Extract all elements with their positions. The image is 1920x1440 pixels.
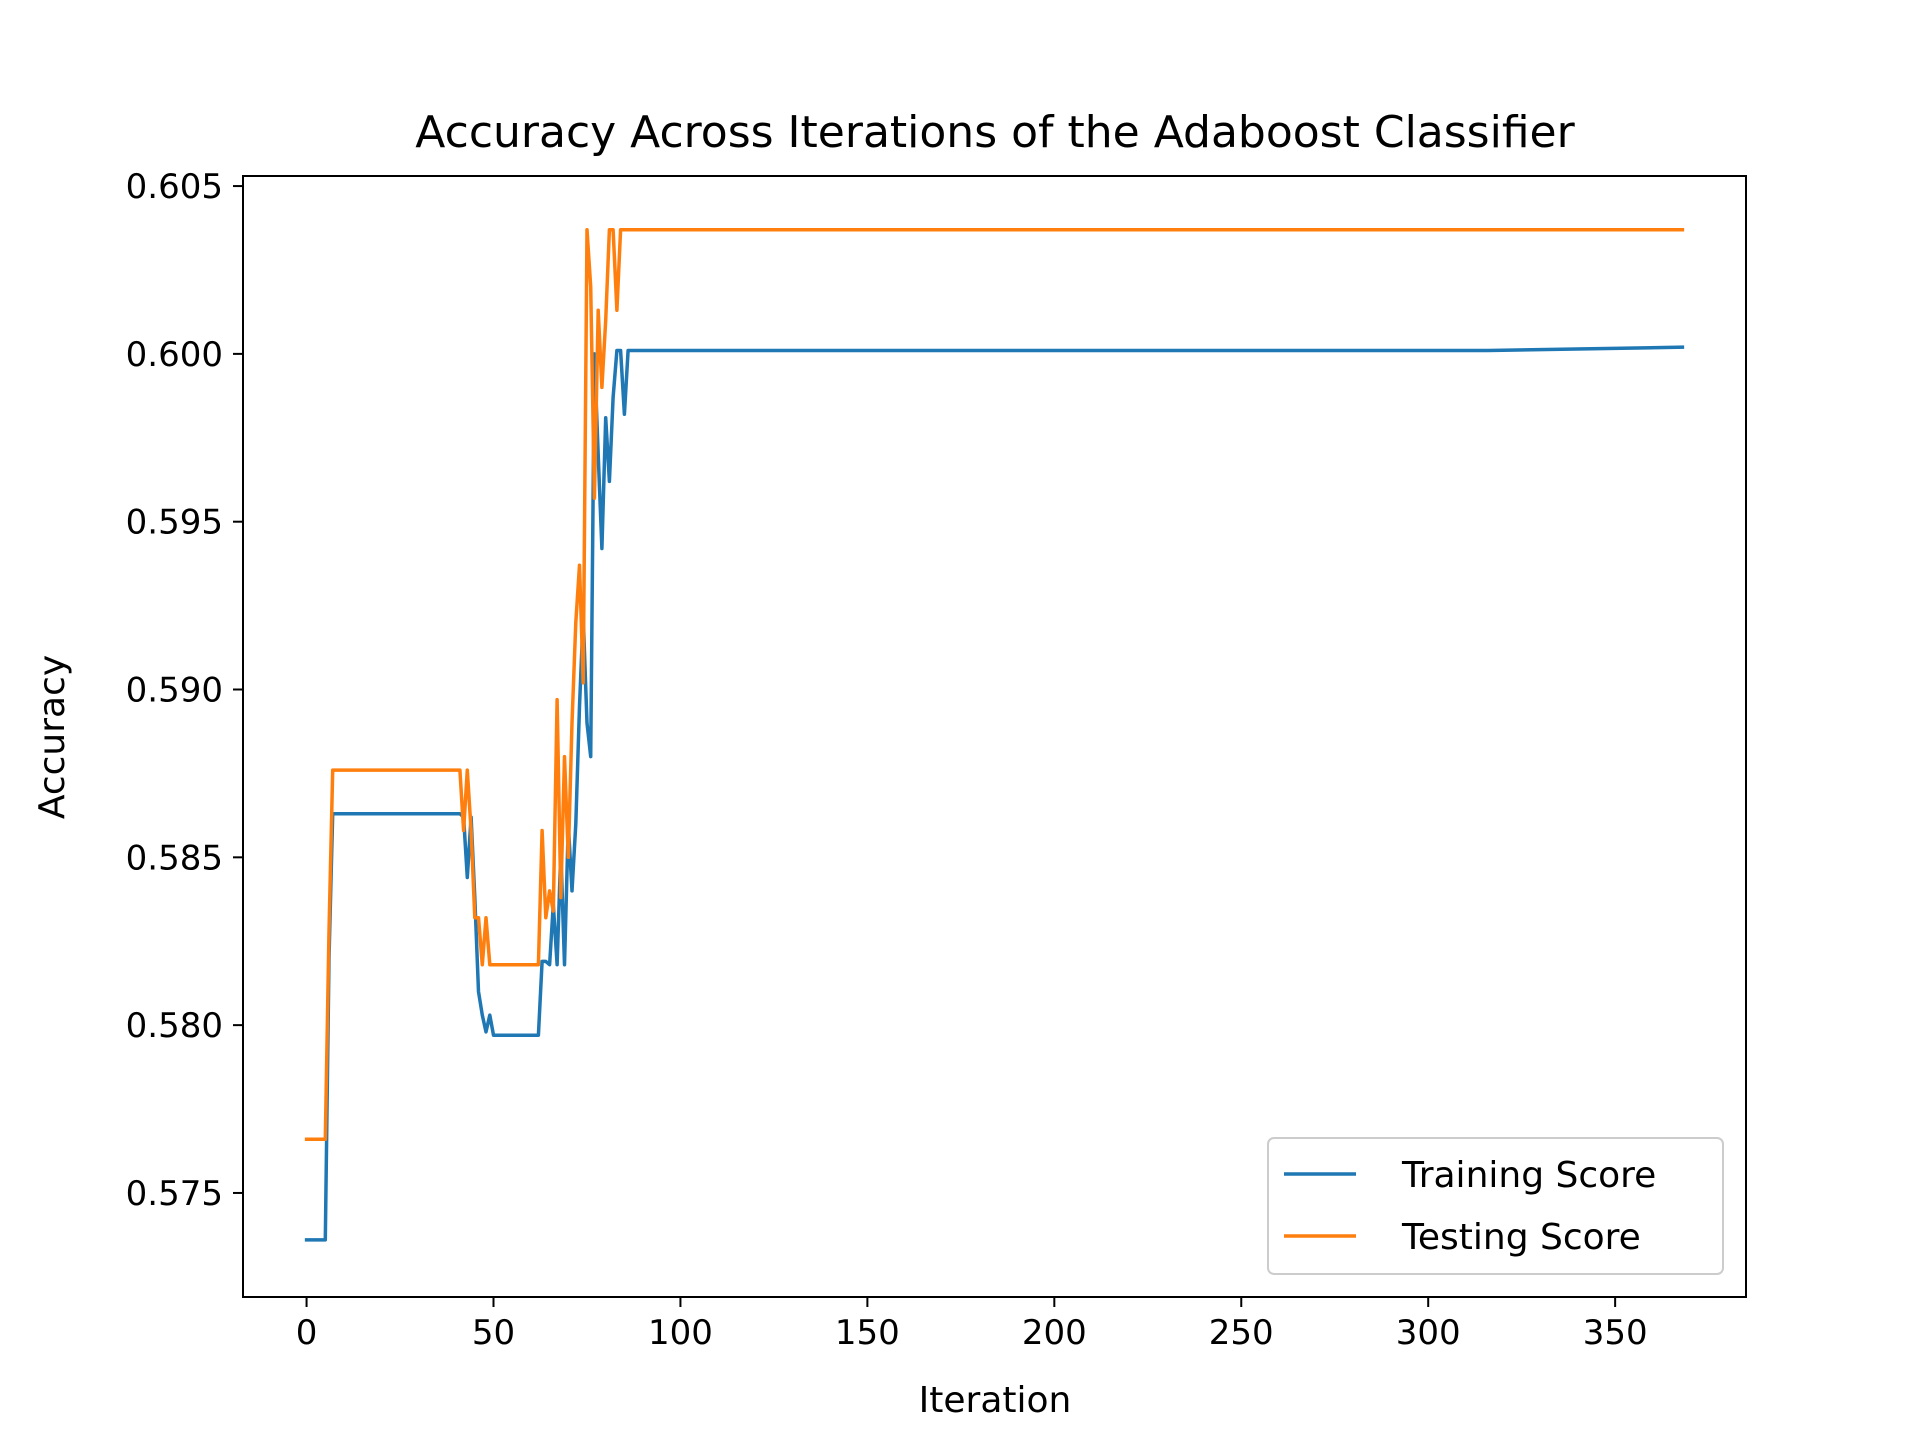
y-tick-label: 0.590 [126,671,223,711]
series-lines [304,227,1685,1242]
y-tick-label: 0.580 [126,1006,223,1046]
plot-area-frame [242,175,1747,1298]
x-tick-label: 0 [296,1313,318,1353]
series-line-testing-score [304,227,1685,1142]
y-tick-label: 0.600 [126,335,223,375]
y-axis-label: Accuracy [32,655,73,819]
chart-title: Accuracy Across Iterations of the Adaboo… [415,107,1575,158]
legend: Training Score Testing Score [1267,1137,1724,1275]
x-tick-label: 50 [472,1313,515,1353]
x-axis-label: Iteration [919,1380,1072,1421]
x-tick-label: 100 [648,1313,713,1353]
legend-label: Training Score [1401,1155,1656,1196]
legend-label: Testing Score [1401,1217,1641,1258]
x-tick-label: 150 [835,1313,900,1353]
x-tick-label: 200 [1022,1313,1087,1353]
y-tick-label: 0.575 [126,1174,223,1214]
axis-ticks: 0 50 100 150 200 250 300 350 0.575 0.580 0.585 0.59… [126,167,1648,1353]
y-tick-label: 0.595 [126,503,223,543]
y-tick-label: 0.585 [126,838,223,878]
legend-box [1267,1137,1724,1275]
x-tick-label: 250 [1209,1313,1274,1353]
x-tick-label: 300 [1396,1313,1461,1353]
x-tick-label: 350 [1583,1313,1648,1353]
y-tick-label: 0.605 [126,167,223,207]
